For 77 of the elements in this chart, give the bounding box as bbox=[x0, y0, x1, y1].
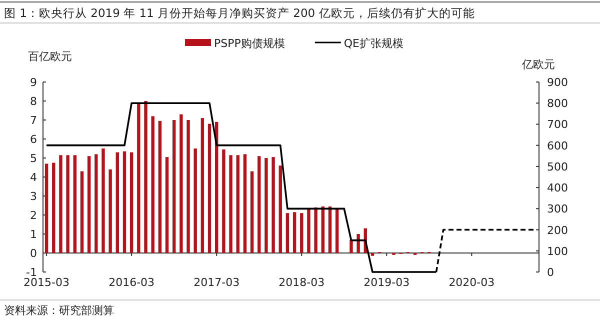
bar bbox=[158, 120, 162, 253]
y-tick-label: 6 bbox=[30, 133, 37, 146]
bar bbox=[122, 151, 126, 253]
bar bbox=[328, 206, 332, 253]
x-tick-label: 2017-03 bbox=[194, 276, 240, 289]
bar bbox=[292, 212, 296, 253]
bar bbox=[335, 209, 339, 253]
bar bbox=[130, 152, 134, 253]
bar bbox=[73, 155, 76, 253]
bar bbox=[59, 155, 62, 253]
bar bbox=[314, 207, 318, 253]
bar bbox=[243, 154, 247, 253]
bar bbox=[200, 118, 204, 253]
bar bbox=[300, 213, 304, 253]
x-tick-label: 2020-03 bbox=[448, 276, 495, 289]
bar bbox=[186, 120, 190, 253]
y-axis-title: 百亿欧元 bbox=[28, 50, 72, 63]
bar bbox=[250, 171, 254, 253]
bar bbox=[87, 156, 91, 253]
x-tick-label: 2016-03 bbox=[108, 276, 155, 289]
bar bbox=[80, 171, 84, 253]
y-tick-label: 1 bbox=[30, 228, 37, 241]
bar bbox=[44, 164, 48, 253]
y-tick-label: 5 bbox=[30, 152, 37, 165]
y2-tick-label: 400 bbox=[547, 182, 568, 195]
bar bbox=[194, 148, 197, 253]
y-tick-label: -1 bbox=[26, 266, 37, 279]
y2-tick-label: 500 bbox=[547, 160, 568, 174]
y2-tick-label: 100 bbox=[547, 244, 568, 258]
bar bbox=[321, 206, 324, 253]
legend-label: QE扩张规模 bbox=[344, 37, 404, 50]
y2-tick-label: 0 bbox=[547, 266, 554, 279]
y-tick-label: 3 bbox=[30, 190, 37, 203]
bar bbox=[66, 155, 70, 253]
bar bbox=[151, 116, 154, 253]
y2-axis-title: 亿欧元 bbox=[521, 58, 555, 71]
y2-tick-label: 200 bbox=[547, 224, 568, 237]
y2-tick-label: 700 bbox=[547, 118, 568, 132]
bar bbox=[108, 169, 112, 253]
chart-title: 图 1：欧央行从 2019 年 11 月份开始每月净购买资产 200 亿欧元，后续仍有扩大的可能 bbox=[4, 6, 475, 20]
bar bbox=[52, 162, 56, 253]
x-tick-label: 2015-03 bbox=[24, 276, 70, 289]
x-tick-label: 2019-03 bbox=[364, 276, 410, 289]
legend-label: PSPP购债规模 bbox=[214, 37, 285, 50]
y-tick-label: 9 bbox=[30, 76, 37, 89]
y2-tick-label: 800 bbox=[547, 97, 568, 110]
bar bbox=[208, 124, 212, 253]
x-tick-label: 2018-03 bbox=[278, 276, 325, 289]
bar bbox=[144, 101, 148, 253]
bar bbox=[286, 213, 290, 253]
bar bbox=[258, 156, 261, 253]
bar bbox=[222, 149, 226, 253]
bar bbox=[180, 114, 183, 253]
bar bbox=[102, 148, 105, 253]
bar bbox=[264, 158, 268, 253]
y2-tick-label: 300 bbox=[547, 202, 568, 216]
bar bbox=[307, 209, 310, 253]
bar bbox=[172, 120, 176, 253]
bar bbox=[236, 155, 240, 253]
text: 资料来源：研究部测算 bbox=[4, 304, 114, 317]
bar bbox=[165, 157, 169, 253]
bar bbox=[356, 234, 360, 253]
y-tick-label: 8 bbox=[30, 95, 37, 108]
bar bbox=[116, 152, 119, 253]
bar bbox=[278, 166, 282, 253]
y2-tick-label: 600 bbox=[547, 139, 568, 152]
bar bbox=[137, 102, 140, 253]
y-tick-label: 4 bbox=[30, 171, 37, 184]
bar bbox=[94, 154, 98, 253]
y2-tick-label: 900 bbox=[547, 76, 568, 89]
bar bbox=[229, 155, 232, 253]
y-tick-label: 2 bbox=[30, 209, 37, 222]
bar bbox=[370, 253, 374, 256]
y-tick-label: 0 bbox=[30, 247, 37, 260]
bar bbox=[350, 240, 353, 253]
bar bbox=[272, 157, 275, 253]
y-tick-label: 7 bbox=[30, 114, 37, 127]
